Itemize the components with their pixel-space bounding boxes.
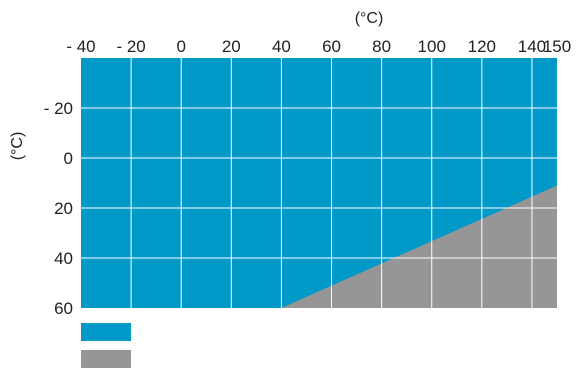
x-tick-label: 120 [468,37,496,56]
y-tick-label: 60 [54,299,73,318]
grid [81,58,557,308]
legend-swatch [81,323,131,341]
y-tick-label: 40 [54,249,73,268]
x-tick-label: 150 [543,37,571,56]
y-tick-label: - 20 [44,99,73,118]
y-axis-ticks: - 20 0 20 40 60 [44,99,73,318]
y-axis-label: (°C) [9,132,26,161]
x-tick-label: - 20 [116,37,145,56]
x-tick-label: - 40 [66,37,95,56]
legend [81,323,131,368]
x-axis-label: (°C) [355,10,384,27]
x-tick-label: 60 [322,37,341,56]
y-tick-label: 20 [54,199,73,218]
x-tick-label: 0 [176,37,185,56]
x-tick-label: 80 [372,37,391,56]
x-tick-label: 140 [518,37,546,56]
x-tick-label: 100 [418,37,446,56]
y-tick-label: 0 [64,149,73,168]
x-tick-label: 40 [272,37,291,56]
legend-swatch [81,350,131,368]
x-tick-label: 20 [222,37,241,56]
plot-area-gray [281,185,557,308]
